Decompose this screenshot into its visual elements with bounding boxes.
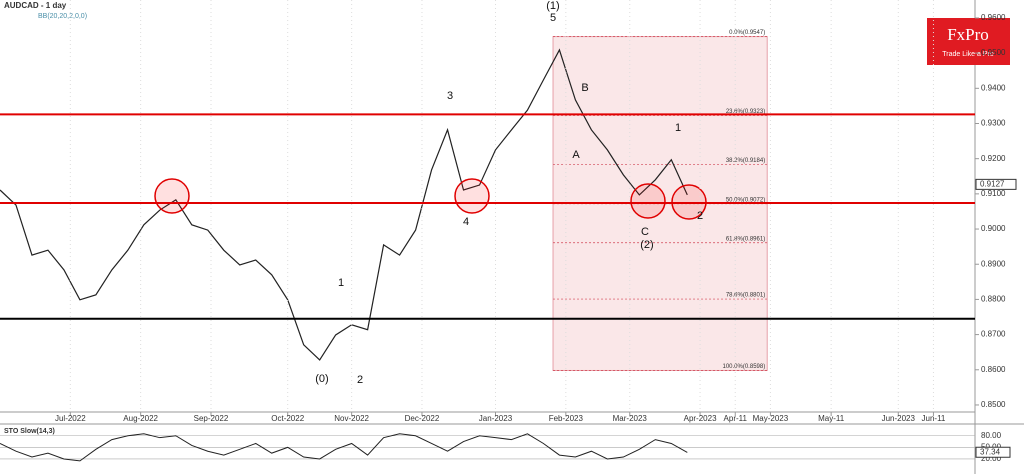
x-tick-label: Mar-2023 <box>613 414 648 423</box>
y-tick-label: 0.9200 <box>981 154 1006 163</box>
highlight-circle <box>630 183 666 219</box>
wave-label: 1 <box>675 122 681 134</box>
logo-box <box>927 18 1010 65</box>
x-tick-label: Jan-2023 <box>479 414 513 423</box>
wave-label: 1 <box>338 277 344 289</box>
wave-label: 3 <box>447 90 453 102</box>
x-tick-label: Apr-2023 <box>684 414 717 423</box>
last-price-label: 0.9127 <box>980 179 1005 188</box>
y-tick-label: 0.9000 <box>981 224 1006 233</box>
y-tick-label: 0.9300 <box>981 119 1006 128</box>
highlight-circle <box>671 184 707 220</box>
osc-last-tag <box>975 446 1011 458</box>
x-tick-label: Jul-2022 <box>55 414 86 423</box>
y-tick-label: 0.9100 <box>981 189 1006 198</box>
highlight-circle <box>154 178 190 214</box>
x-tick-label: Nov-2022 <box>334 414 369 423</box>
x-tick-label: Jun-2023 <box>882 414 916 423</box>
y-tick-label: 0.9400 <box>981 83 1006 92</box>
fib-label: 0.0%(0.9547) <box>729 30 765 36</box>
logo-tagline: Trade Like a Pro <box>942 51 994 58</box>
highlight-circle <box>454 178 490 214</box>
fib-label: 23.6%(0.9323) <box>726 109 765 115</box>
wave-label: B <box>581 82 588 94</box>
x-tick-label: Feb-2023 <box>549 414 584 423</box>
y-tick-label: 0.8800 <box>981 295 1006 304</box>
price-line <box>0 48 688 361</box>
x-tick-label: May-11 <box>818 414 845 423</box>
wave-label: (2) <box>640 239 653 251</box>
wave-label: (0) <box>315 373 328 385</box>
osc-last-label: 37.34 <box>980 447 1001 456</box>
y-tick-label: 0.8600 <box>981 365 1006 374</box>
x-tick-label: May-2023 <box>753 414 789 423</box>
wave-label: (1) <box>546 0 559 12</box>
y-tick-label: 0.8500 <box>981 400 1006 409</box>
x-tick-label: Sep-2022 <box>194 414 229 423</box>
subtitle: BB(20,20,2,0,0) <box>38 13 87 20</box>
osc-line <box>0 433 688 462</box>
x-tick-label: Apr-11 <box>724 414 748 423</box>
plot-layer <box>0 48 688 361</box>
wave-label: C <box>641 226 649 238</box>
x-tick-label: Dec-2022 <box>405 414 440 423</box>
chart-title: AUDCAD - 1 day <box>4 1 67 10</box>
oscillator-title: STO Slow(14,3) <box>4 428 55 435</box>
x-tick-label: Aug-2022 <box>123 414 158 423</box>
wave-label: 2 <box>357 374 363 386</box>
x-tick-label: Oct-2022 <box>271 414 304 423</box>
last-price-tag <box>975 178 1017 190</box>
wave-label: 5 <box>550 12 556 24</box>
fib-label: 38.2%(0.9184) <box>726 158 765 164</box>
wave-label: 4 <box>463 216 469 228</box>
fib-label: 100.0%(0.8598) <box>723 364 766 370</box>
logo-brand: FxPro <box>947 25 989 44</box>
x-tick-label: Jun-11 <box>922 414 946 423</box>
osc-tick-label: 80.00 <box>981 431 1002 440</box>
osc-tick-label: 20.00 <box>981 454 1002 463</box>
wave-label: A <box>572 149 580 161</box>
fib-label: 78.6%(0.8801) <box>726 293 765 299</box>
fib-label: 50.0%(0.9072) <box>726 197 765 203</box>
y-tick-label: 0.8900 <box>981 259 1006 268</box>
y-tick-label: 0.9600 <box>981 13 1006 22</box>
wave-label: 2 <box>697 210 703 222</box>
y-tick-label: 0.8700 <box>981 330 1006 339</box>
fib-label: 61.8%(0.8961) <box>726 236 765 242</box>
y-tick-label: 0.9500 <box>981 48 1006 57</box>
